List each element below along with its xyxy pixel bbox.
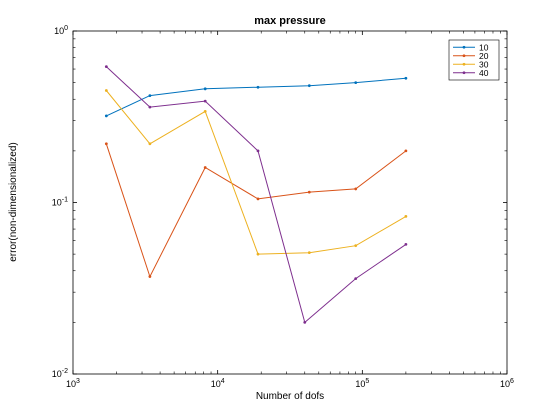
data-point-10 — [203, 87, 207, 91]
legend-label-30: 30 — [479, 59, 489, 69]
axis-ticks: 103 104 105 106 10-2 10-1 100 — [52, 25, 514, 389]
data-point-20 — [307, 190, 311, 194]
data-point-30 — [104, 89, 108, 92]
data-point-30 — [354, 244, 358, 248]
data-point-20 — [256, 197, 260, 201]
x-tick-label: 104 — [211, 378, 225, 389]
data-point-20 — [354, 187, 358, 191]
x-tick-label: 103 — [66, 378, 80, 389]
data-point-10 — [256, 85, 260, 89]
legend-marker-40 — [462, 71, 466, 75]
legend-label-20: 20 — [479, 51, 489, 61]
data-point-30 — [148, 142, 152, 146]
data-point-40 — [303, 320, 307, 324]
y-tick-label: 100 — [54, 25, 68, 36]
data-point-20 — [148, 275, 152, 278]
y-tick-label: 10-2 — [52, 368, 68, 379]
data-point-40 — [203, 99, 207, 103]
data-point-40 — [148, 105, 152, 109]
chart-title: max pressure — [254, 15, 326, 27]
data-point-20 — [104, 142, 108, 146]
legend-box — [448, 39, 500, 81]
legend-marker-10 — [462, 45, 466, 49]
plot-area — [72, 30, 508, 375]
data-point-10 — [354, 81, 358, 85]
data-point-30 — [307, 251, 311, 255]
legend-label-40: 40 — [479, 68, 489, 78]
data-point-40 — [354, 277, 358, 280]
data-point-10 — [104, 114, 108, 118]
data-point-40 — [404, 242, 408, 246]
y-tick-label: 10-1 — [52, 197, 68, 208]
data-point-10 — [404, 76, 408, 80]
data-point-30 — [256, 252, 260, 256]
x-tick-label: 105 — [355, 378, 369, 389]
data-point-30 — [404, 214, 408, 218]
data-point-10 — [148, 94, 152, 98]
x-axis-label: Number of dofs — [256, 391, 324, 402]
y-axis-label: error(non-dimensionalized) — [8, 142, 19, 262]
data-point-40 — [104, 65, 108, 69]
data-point-40 — [256, 149, 260, 153]
data-point-10 — [307, 84, 311, 88]
legend-marker-20 — [462, 54, 466, 58]
x-tick-label: 106 — [500, 378, 514, 389]
data-point-20 — [404, 149, 408, 153]
data-series — [104, 65, 408, 324]
legend-label-10: 10 — [479, 42, 489, 52]
data-point-20 — [203, 166, 207, 169]
legend-marker-30 — [462, 62, 466, 66]
data-point-30 — [203, 109, 207, 113]
